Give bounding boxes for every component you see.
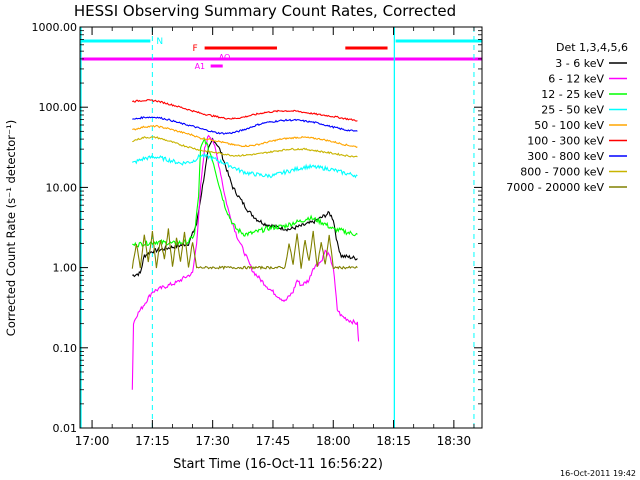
legend-entry-label: 3 - 6 keV xyxy=(555,57,604,70)
x-tick-label: 17:00 xyxy=(75,434,110,448)
legend: Det 1,3,4,5,6 3 - 6 keV 6 - 12 keV 12 - 25 … xyxy=(506,41,628,194)
x-tick-label: 18:30 xyxy=(437,434,472,448)
series-line-1 xyxy=(131,134,360,390)
annotation-n-label: N xyxy=(156,37,163,47)
x-tick-label: 17:45 xyxy=(256,434,291,448)
x-tick-label: 18:00 xyxy=(316,434,351,448)
legend-entry-label: 300 - 800 keV xyxy=(527,150,604,163)
y-tick-label: 1000.00 xyxy=(32,21,78,34)
legend-entry-label: 12 - 25 keV xyxy=(541,88,604,101)
series-line-2 xyxy=(132,137,358,248)
legend-entry-label: 6 - 12 keV xyxy=(548,73,604,86)
plot-area: N F AO A1 xyxy=(80,27,482,428)
series-line-5 xyxy=(131,99,358,122)
legend-title: Det 1,3,4,5,6 xyxy=(556,41,628,54)
y-tick-label: 0.01 xyxy=(53,422,78,435)
series-line-7 xyxy=(132,136,358,158)
y-tick-label: 10.00 xyxy=(46,181,78,194)
plot-frame xyxy=(79,26,483,429)
x-axis-label: Start Time (16-Oct-11 16:56:22) xyxy=(173,457,383,472)
y-tick-label: 0.10 xyxy=(53,342,78,355)
legend-entry-label: 50 - 100 keV xyxy=(534,119,604,132)
x-tick-label: 18:15 xyxy=(376,434,411,448)
y-tick-label: 100.00 xyxy=(39,101,78,114)
annotation-f-label: F xyxy=(193,44,198,54)
legend-entry-label: 25 - 50 keV xyxy=(541,104,604,117)
x-tick-label: 17:30 xyxy=(195,434,230,448)
series-line-4 xyxy=(132,124,358,148)
annotation-ao-label: AO xyxy=(219,53,231,62)
series-line-0 xyxy=(132,137,358,278)
legend-entry-label: 800 - 7000 keV xyxy=(520,166,604,179)
series-line-3 xyxy=(132,152,358,179)
series-line-6 xyxy=(132,115,358,135)
legend-entry-label: 100 - 300 keV xyxy=(527,135,604,148)
annotation-a1-label: A1 xyxy=(195,62,206,71)
footer-timestamp: 16-Oct-2011 19:42 xyxy=(560,469,636,478)
legend-entry-label: 7000 - 20000 keV xyxy=(506,181,604,194)
axes: 0.01 0.10 1.00 10.00 100.00 1000.00 17:00 17:15… xyxy=(32,21,483,448)
series-line-8 xyxy=(131,228,358,271)
x-tick-label: 17:15 xyxy=(135,434,170,448)
y-axis-label: Corrected Count Rate (s⁻¹ detector⁻¹) xyxy=(4,120,18,336)
y-tick-label: 1.00 xyxy=(53,262,78,275)
chart-title: HESSI Observing Summary Count Rates, Cor… xyxy=(74,2,456,20)
